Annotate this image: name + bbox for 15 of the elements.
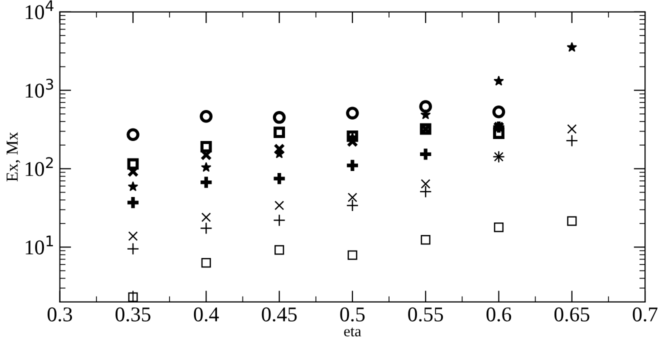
x-tick-label: 0.6 <box>486 307 512 322</box>
y-tick-label: 10$^{1}$ <box>26 236 53 254</box>
x-tick-label: 0.45 <box>262 307 297 322</box>
x-tick-label: 0.3 <box>48 307 72 322</box>
x-tick-label: 0.55 <box>408 307 444 322</box>
y-axis-title: Ex, Mx <box>6 132 20 182</box>
y-tick-label: 10$^{2}$ <box>26 157 53 176</box>
x-axis-title: eta <box>344 328 362 336</box>
y-tick-label: 10$^{4}$ <box>26 0 54 20</box>
x-tick-label: 0.4 <box>194 307 219 322</box>
x-tick-label: 0.7 <box>632 307 658 322</box>
x-tick-label: 0.5 <box>340 307 365 322</box>
x-tick-label: 0.35 <box>116 307 150 322</box>
x-tick-label: 0.65 <box>554 307 590 322</box>
y-tick-label: 10$^{3}$ <box>26 78 54 98</box>
